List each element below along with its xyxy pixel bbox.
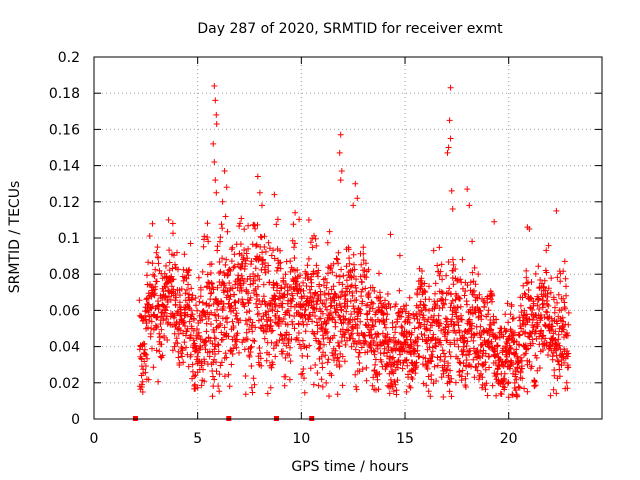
- x-tick-label: 0: [90, 431, 99, 447]
- x-tick-label: 20: [500, 431, 518, 447]
- x-tick-label: 5: [193, 431, 202, 447]
- chart-title: Day 287 of 2020, SRMTID for receiver exm…: [197, 21, 503, 37]
- y-axis-label: SRMTID / TECUs: [7, 181, 23, 294]
- y-tick-label: 0.02: [49, 376, 80, 392]
- x-tick-label: 15: [396, 431, 414, 447]
- x-tick-label: 10: [292, 431, 310, 447]
- y-tick-label: 0: [71, 412, 80, 428]
- y-tick-label: 0.12: [49, 195, 80, 211]
- y-tick-label: 0.08: [49, 267, 80, 283]
- y-tick-label: 0.14: [49, 159, 80, 175]
- y-tick-label: 0.06: [49, 303, 80, 319]
- y-tick-label: 0.1: [58, 231, 80, 247]
- data-points: [136, 83, 572, 401]
- y-tick-label: 0.18: [49, 86, 80, 102]
- y-tick-label: 0.2: [58, 50, 80, 66]
- y-tick-label: 0.04: [49, 340, 80, 356]
- x-axis-label: GPS time / hours: [291, 459, 408, 475]
- y-tick-label: 0.16: [49, 122, 80, 138]
- data-point-markers: [136, 83, 572, 401]
- axis-ticks: 0 0.02 0.04 0.06 0.08 0.1 0.12 0.14 0.16 0.18 0.2 0…: [49, 50, 602, 447]
